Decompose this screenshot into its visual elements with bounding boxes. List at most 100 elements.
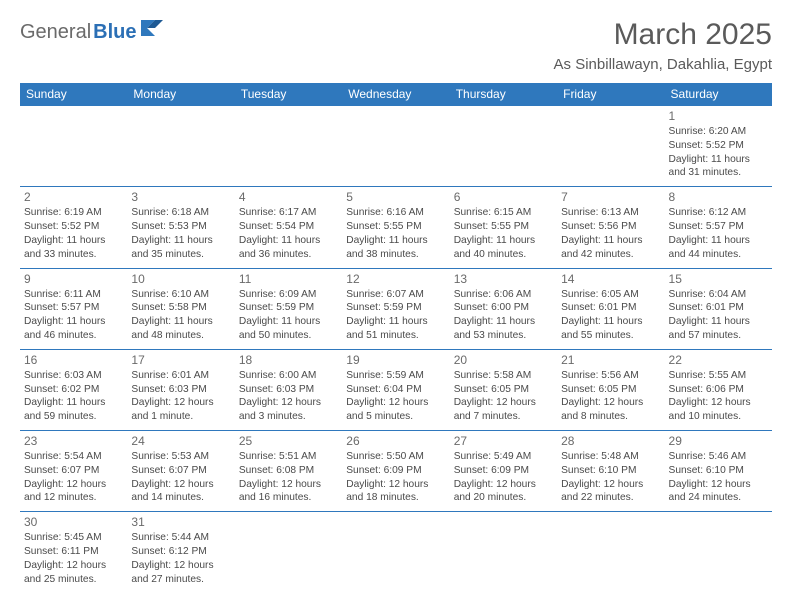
day-number: 23 [24,433,123,449]
sunset-line: Sunset: 6:02 PM [24,383,123,397]
calendar-table: SundayMondayTuesdayWednesdayThursdayFrid… [20,83,772,593]
daylight-line: Daylight: 11 hours and 31 minutes. [669,153,768,181]
sunset-line: Sunset: 6:10 PM [561,464,660,478]
daylight-line: Daylight: 11 hours and 33 minutes. [24,234,123,262]
daylight-line: Daylight: 11 hours and 36 minutes. [239,234,338,262]
calendar-row: 16Sunrise: 6:03 AMSunset: 6:02 PMDayligh… [20,349,772,430]
sunrise-line: Sunrise: 5:56 AM [561,369,660,383]
calendar-cell: 9Sunrise: 6:11 AMSunset: 5:57 PMDaylight… [20,268,127,349]
day-number: 30 [24,514,123,530]
sunrise-line: Sunrise: 6:01 AM [131,369,230,383]
sunrise-line: Sunrise: 6:16 AM [346,206,445,220]
day-number: 27 [454,433,553,449]
sunset-line: Sunset: 6:07 PM [131,464,230,478]
day-info: Sunrise: 6:11 AMSunset: 5:57 PMDaylight:… [24,288,123,343]
calendar-cell: 25Sunrise: 5:51 AMSunset: 6:08 PMDayligh… [235,431,342,512]
calendar-cell: 19Sunrise: 5:59 AMSunset: 6:04 PMDayligh… [342,349,449,430]
day-header: Thursday [450,83,557,106]
logo: GeneralBlue [20,18,167,46]
logo-flag-icon [141,18,167,38]
calendar-cell: 21Sunrise: 5:56 AMSunset: 6:05 PMDayligh… [557,349,664,430]
calendar-cell: 24Sunrise: 5:53 AMSunset: 6:07 PMDayligh… [127,431,234,512]
day-number: 8 [669,189,768,205]
daylight-line: Daylight: 12 hours and 22 minutes. [561,478,660,506]
day-number: 28 [561,433,660,449]
sunrise-line: Sunrise: 5:50 AM [346,450,445,464]
day-info: Sunrise: 6:17 AMSunset: 5:54 PMDaylight:… [239,206,338,261]
sunset-line: Sunset: 6:04 PM [346,383,445,397]
day-number: 19 [346,352,445,368]
day-header: Sunday [20,83,127,106]
sunrise-line: Sunrise: 6:18 AM [131,206,230,220]
calendar-head: SundayMondayTuesdayWednesdayThursdayFrid… [20,83,772,106]
sunset-line: Sunset: 6:05 PM [454,383,553,397]
day-info: Sunrise: 6:16 AMSunset: 5:55 PMDaylight:… [346,206,445,261]
daylight-line: Daylight: 12 hours and 10 minutes. [669,396,768,424]
calendar-cell: 12Sunrise: 6:07 AMSunset: 5:59 PMDayligh… [342,268,449,349]
calendar-cell: 10Sunrise: 6:10 AMSunset: 5:58 PMDayligh… [127,268,234,349]
sunrise-line: Sunrise: 6:17 AM [239,206,338,220]
day-header: Tuesday [235,83,342,106]
sunrise-line: Sunrise: 5:49 AM [454,450,553,464]
day-number: 18 [239,352,338,368]
sunrise-line: Sunrise: 5:58 AM [454,369,553,383]
daylight-line: Daylight: 12 hours and 14 minutes. [131,478,230,506]
day-number: 12 [346,271,445,287]
calendar-row: 1Sunrise: 6:20 AMSunset: 5:52 PMDaylight… [20,106,772,187]
day-info: Sunrise: 6:07 AMSunset: 5:59 PMDaylight:… [346,288,445,343]
sunrise-line: Sunrise: 6:04 AM [669,288,768,302]
calendar-cell-empty [450,512,557,593]
sunrise-line: Sunrise: 5:53 AM [131,450,230,464]
sunrise-line: Sunrise: 5:59 AM [346,369,445,383]
calendar-cell-empty [665,512,772,593]
calendar-cell: 20Sunrise: 5:58 AMSunset: 6:05 PMDayligh… [450,349,557,430]
calendar-cell: 13Sunrise: 6:06 AMSunset: 6:00 PMDayligh… [450,268,557,349]
calendar-cell: 17Sunrise: 6:01 AMSunset: 6:03 PMDayligh… [127,349,234,430]
sunset-line: Sunset: 6:03 PM [131,383,230,397]
daylight-line: Daylight: 11 hours and 48 minutes. [131,315,230,343]
calendar-cell: 27Sunrise: 5:49 AMSunset: 6:09 PMDayligh… [450,431,557,512]
sunrise-line: Sunrise: 5:45 AM [24,531,123,545]
day-number: 11 [239,271,338,287]
day-number: 26 [346,433,445,449]
daylight-line: Daylight: 11 hours and 57 minutes. [669,315,768,343]
day-number: 3 [131,189,230,205]
daylight-line: Daylight: 11 hours and 38 minutes. [346,234,445,262]
sunrise-line: Sunrise: 6:03 AM [24,369,123,383]
day-info: Sunrise: 5:44 AMSunset: 6:12 PMDaylight:… [131,531,230,586]
sunset-line: Sunset: 5:58 PM [131,301,230,315]
day-info: Sunrise: 5:56 AMSunset: 6:05 PMDaylight:… [561,369,660,424]
title-location: As Sinbillawayn, Dakahlia, Egypt [554,56,772,73]
sunrise-line: Sunrise: 5:55 AM [669,369,768,383]
daylight-line: Daylight: 12 hours and 20 minutes. [454,478,553,506]
sunrise-line: Sunrise: 6:09 AM [239,288,338,302]
day-info: Sunrise: 6:13 AMSunset: 5:56 PMDaylight:… [561,206,660,261]
calendar-cell: 8Sunrise: 6:12 AMSunset: 5:57 PMDaylight… [665,187,772,268]
calendar-cell: 3Sunrise: 6:18 AMSunset: 5:53 PMDaylight… [127,187,234,268]
calendar-cell: 23Sunrise: 5:54 AMSunset: 6:07 PMDayligh… [20,431,127,512]
sunset-line: Sunset: 6:00 PM [454,301,553,315]
daylight-line: Daylight: 11 hours and 51 minutes. [346,315,445,343]
day-number: 4 [239,189,338,205]
day-number: 22 [669,352,768,368]
sunrise-line: Sunrise: 6:19 AM [24,206,123,220]
calendar-cell-empty [342,512,449,593]
sunset-line: Sunset: 5:53 PM [131,220,230,234]
calendar-cell: 7Sunrise: 6:13 AMSunset: 5:56 PMDaylight… [557,187,664,268]
calendar-row: 30Sunrise: 5:45 AMSunset: 6:11 PMDayligh… [20,512,772,593]
calendar-cell: 14Sunrise: 6:05 AMSunset: 6:01 PMDayligh… [557,268,664,349]
daylight-line: Daylight: 12 hours and 25 minutes. [24,559,123,587]
day-info: Sunrise: 5:48 AMSunset: 6:10 PMDaylight:… [561,450,660,505]
daylight-line: Daylight: 12 hours and 24 minutes. [669,478,768,506]
day-info: Sunrise: 6:00 AMSunset: 6:03 PMDaylight:… [239,369,338,424]
sunset-line: Sunset: 5:59 PM [239,301,338,315]
sunset-line: Sunset: 6:08 PM [239,464,338,478]
daylight-line: Daylight: 11 hours and 46 minutes. [24,315,123,343]
daylight-line: Daylight: 12 hours and 27 minutes. [131,559,230,587]
sunrise-line: Sunrise: 6:06 AM [454,288,553,302]
day-info: Sunrise: 6:10 AMSunset: 5:58 PMDaylight:… [131,288,230,343]
sunset-line: Sunset: 6:09 PM [454,464,553,478]
sunset-line: Sunset: 6:01 PM [561,301,660,315]
day-info: Sunrise: 5:46 AMSunset: 6:10 PMDaylight:… [669,450,768,505]
daylight-line: Daylight: 12 hours and 3 minutes. [239,396,338,424]
